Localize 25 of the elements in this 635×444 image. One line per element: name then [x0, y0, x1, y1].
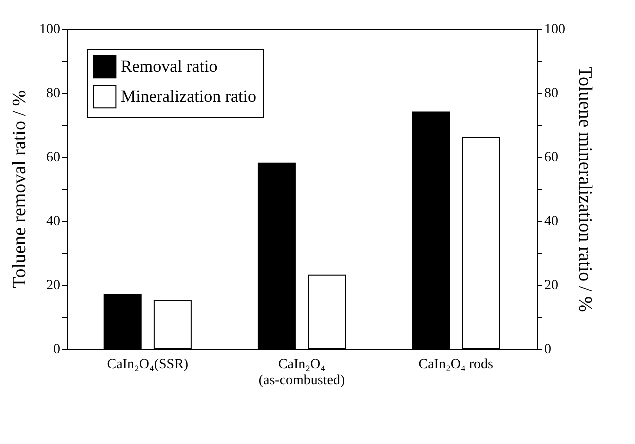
y-tick-label: 60 [46, 150, 60, 166]
y2-tick-label: 20 [544, 278, 558, 294]
y2-tick-label: 100 [544, 22, 566, 38]
bar [154, 300, 192, 350]
bar [462, 137, 500, 350]
x-tick-label: CaIn₂O₄ rods [418, 358, 494, 372]
bar [308, 274, 346, 350]
y-axis-title: Toluene removal ratio / % [10, 90, 30, 289]
y2-tick-label: 40 [544, 214, 558, 230]
x-tick-label: CaIn₂O₄ (as-combusted) [258, 358, 346, 388]
y2-tick-label: 0 [544, 342, 552, 358]
y-tick-label: 100 [40, 22, 60, 38]
y-tick-label: 20 [46, 278, 60, 294]
bar [258, 162, 296, 350]
bar [412, 112, 450, 350]
y-tick-label: 40 [46, 214, 60, 230]
legend-label: Mineralization ratio [121, 87, 256, 106]
bar [104, 294, 142, 350]
y-tick-label: 80 [46, 86, 60, 102]
y2-tick-label: 60 [544, 150, 558, 166]
y2-tick-label: 80 [544, 86, 558, 102]
x-tick-label: CaIn₂O₄(SSR) [107, 358, 189, 372]
legend-label: Removal ratio [121, 57, 218, 76]
y-tick-label: 0 [54, 342, 60, 358]
y2-axis-title: Toluene mineralization ratio / % [574, 66, 596, 312]
